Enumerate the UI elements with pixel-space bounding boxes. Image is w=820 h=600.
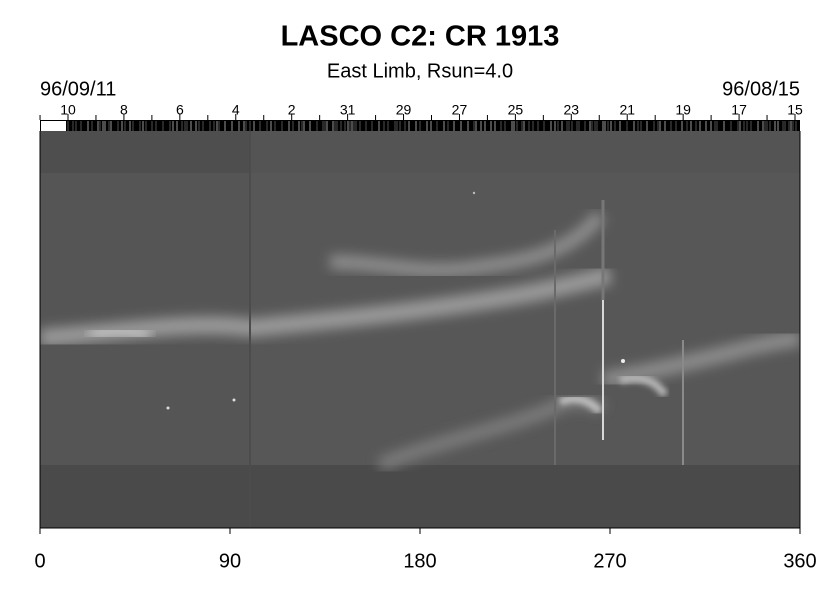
day-label: 19	[675, 102, 691, 118]
chart-subtitle: East Limb, Rsun=4.0	[327, 60, 513, 82]
day-label: 2	[288, 102, 296, 118]
x-tick-label: 90	[219, 550, 241, 572]
start-date: 96/09/11	[40, 78, 116, 100]
day-label: 31	[340, 102, 356, 118]
end-date: 96/08/15	[722, 78, 800, 100]
day-label: 15	[787, 102, 803, 118]
day-label: 6	[176, 102, 184, 118]
day-label: 21	[619, 102, 635, 118]
day-label: 23	[564, 102, 580, 118]
chart-title: LASCO C2: CR 1913	[281, 21, 560, 53]
x-tick-label: 0	[34, 550, 45, 572]
x-tick-label: 360	[783, 550, 816, 572]
day-label: 29	[396, 102, 412, 118]
day-label: 17	[731, 102, 747, 118]
exposure-gap	[41, 121, 66, 131]
x-tick-label: 270	[593, 550, 626, 572]
synoptic-image	[40, 131, 800, 528]
day-label: 27	[452, 102, 468, 118]
day-label: 25	[508, 102, 524, 118]
x-tick-label: 180	[403, 550, 436, 572]
day-label: 8	[120, 102, 128, 118]
day-label: 4	[232, 102, 240, 118]
day-label: 10	[60, 102, 76, 118]
